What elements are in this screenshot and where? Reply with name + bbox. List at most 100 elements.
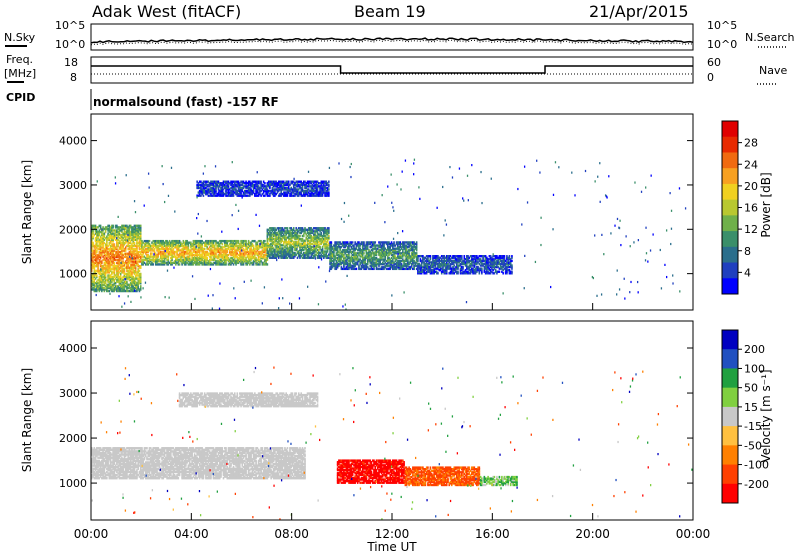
power-echo-cell	[247, 255, 250, 258]
power-echo-cell	[98, 252, 101, 255]
power-echo-cell	[173, 250, 176, 254]
power-echo-cell	[365, 264, 368, 267]
power-echo-cell	[127, 277, 129, 280]
power-echo-cell	[93, 263, 96, 266]
power-echo-cell	[206, 247, 208, 251]
power-echo-cell	[453, 256, 456, 259]
power-echo-cell	[137, 263, 140, 266]
power-echo-cell	[215, 247, 217, 251]
power-echo-cell	[124, 260, 127, 263]
power-echo-cell	[405, 244, 408, 247]
power-echo-cell	[285, 241, 287, 244]
power-echo-cell	[126, 275, 128, 279]
power-echo-cell	[201, 255, 203, 258]
power-echo-cell	[346, 267, 349, 271]
power-echo-cell	[96, 289, 98, 293]
power-echo-cell	[400, 262, 403, 266]
power-echo-cell	[102, 227, 104, 231]
power-echo-cell	[255, 250, 257, 254]
power-echo-cell	[491, 258, 493, 261]
power-echo-cell	[272, 256, 275, 259]
power-echo-cell	[290, 255, 293, 258]
power-echo-cell	[134, 289, 137, 293]
power-echo-cell	[429, 256, 432, 259]
power-echo-cell	[386, 241, 389, 244]
power-echo-cell	[393, 252, 395, 255]
power-echo-cell	[132, 268, 134, 271]
power-echo-cell	[197, 191, 200, 194]
power-echo-cell	[247, 241, 250, 244]
power-echo-cell	[134, 232, 137, 235]
power-echo-cell	[215, 186, 217, 190]
power-echo-cell	[102, 272, 104, 276]
power-echo-cell	[134, 275, 137, 279]
power-echo-cell	[91, 260, 93, 263]
power-echo-cell	[233, 255, 236, 258]
power-echo-cell	[319, 245, 321, 249]
power-echo-cell	[212, 252, 215, 255]
power-echo-cell	[355, 256, 358, 260]
power-echo-cell	[91, 263, 93, 266]
power-echo-cell	[394, 255, 397, 258]
power-echo-cell	[126, 277, 128, 280]
power-echo-cell	[269, 253, 271, 256]
power-echo-cell	[361, 253, 364, 257]
power-echo-cell	[119, 244, 122, 248]
power-echo-cell	[141, 243, 143, 246]
power-echo-cell	[453, 272, 456, 275]
power-echo-cell	[133, 283, 136, 287]
power-echo-cell	[108, 266, 111, 269]
power-echo-cell	[177, 244, 180, 247]
power-echo-cell	[92, 283, 94, 287]
power-echo-cell	[106, 237, 108, 240]
power-echo-cell	[101, 269, 103, 273]
power-echo-cell	[464, 270, 467, 273]
power-echo-cell	[318, 256, 320, 259]
power-echo-cell	[93, 226, 96, 229]
power-echo-cell	[289, 248, 291, 252]
power-echo-cell	[159, 247, 162, 251]
power-echo-cell	[94, 258, 97, 262]
power-echo-cell	[220, 249, 222, 252]
power-echo-cell	[310, 231, 313, 235]
power-echo-cell	[164, 241, 167, 244]
power-echo-cell	[479, 264, 482, 267]
power-echo-cell	[206, 188, 208, 191]
power-echo-cell	[203, 185, 206, 188]
power-echo-cell	[468, 272, 471, 275]
power-echo-cell	[384, 261, 387, 264]
power-echo-cell	[142, 263, 145, 266]
power-echo-cell	[380, 255, 383, 258]
power-echo-cell	[180, 253, 182, 257]
power-echo-cell	[419, 270, 422, 273]
power-echo-cell	[458, 258, 461, 261]
power-echo-cell	[112, 278, 114, 282]
power-echo-cell	[381, 241, 384, 244]
power-echo-cell	[354, 267, 356, 271]
power-echo-cell	[310, 253, 313, 256]
power-echo-cell	[109, 255, 112, 259]
power-echo-cell	[312, 234, 315, 238]
power-echo-cell	[118, 283, 121, 287]
power-echo-cell	[208, 258, 211, 261]
power-echo-cell	[186, 239, 188, 243]
power-echo-cell	[173, 253, 176, 257]
power-echo-cell	[277, 228, 280, 232]
power-echo-cell	[281, 250, 284, 253]
power-echo-cell	[323, 227, 325, 230]
power-echo-cell	[156, 260, 158, 263]
power-echo-cell	[324, 237, 326, 241]
power-echo-cell	[331, 256, 334, 260]
power-echo-cell	[282, 233, 285, 236]
power-echo-cell	[99, 241, 102, 245]
power-echo-cell	[108, 264, 111, 268]
power-echo-cell	[212, 241, 215, 244]
power-echo-cell	[232, 260, 235, 263]
power-echo-cell	[109, 244, 112, 248]
power-echo-cell	[235, 261, 237, 265]
power-echo-cell	[97, 244, 99, 248]
power-echo-cell	[247, 239, 250, 243]
power-echo-cell	[206, 246, 208, 249]
power-echo-cell	[309, 236, 311, 239]
power-echo-cell	[289, 237, 291, 241]
